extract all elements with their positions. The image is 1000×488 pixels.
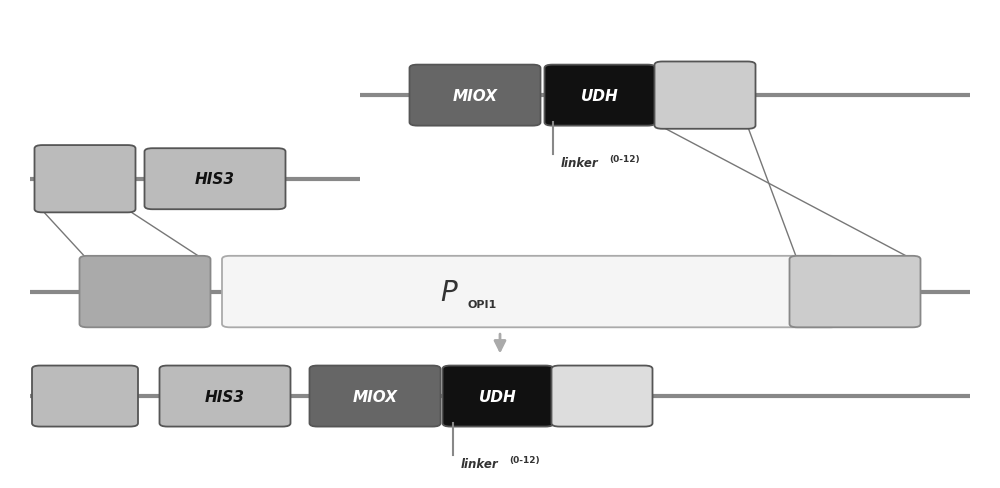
FancyBboxPatch shape <box>79 256 210 327</box>
FancyBboxPatch shape <box>32 366 138 427</box>
FancyBboxPatch shape <box>790 256 920 327</box>
Text: MIOX: MIOX <box>452 88 498 103</box>
Text: (0-12): (0-12) <box>509 455 540 464</box>
Text: UDH: UDH <box>479 389 517 404</box>
FancyBboxPatch shape <box>310 366 440 427</box>
FancyBboxPatch shape <box>34 146 136 213</box>
FancyBboxPatch shape <box>160 366 290 427</box>
Text: UDH: UDH <box>581 88 619 103</box>
FancyBboxPatch shape <box>544 65 656 126</box>
Text: HIS3: HIS3 <box>195 172 235 187</box>
Text: MIOX: MIOX <box>352 389 398 404</box>
FancyBboxPatch shape <box>144 149 286 210</box>
Text: $\it{P}$: $\it{P}$ <box>440 278 459 306</box>
Text: linker: linker <box>461 457 499 469</box>
FancyBboxPatch shape <box>442 366 554 427</box>
Text: HIS3: HIS3 <box>205 389 245 404</box>
Text: linker: linker <box>561 157 599 169</box>
FancyBboxPatch shape <box>410 65 540 126</box>
FancyBboxPatch shape <box>222 256 838 327</box>
Text: OPI1: OPI1 <box>468 300 497 309</box>
FancyBboxPatch shape <box>552 366 652 427</box>
Text: (0-12): (0-12) <box>609 154 640 163</box>
FancyBboxPatch shape <box>654 62 756 129</box>
